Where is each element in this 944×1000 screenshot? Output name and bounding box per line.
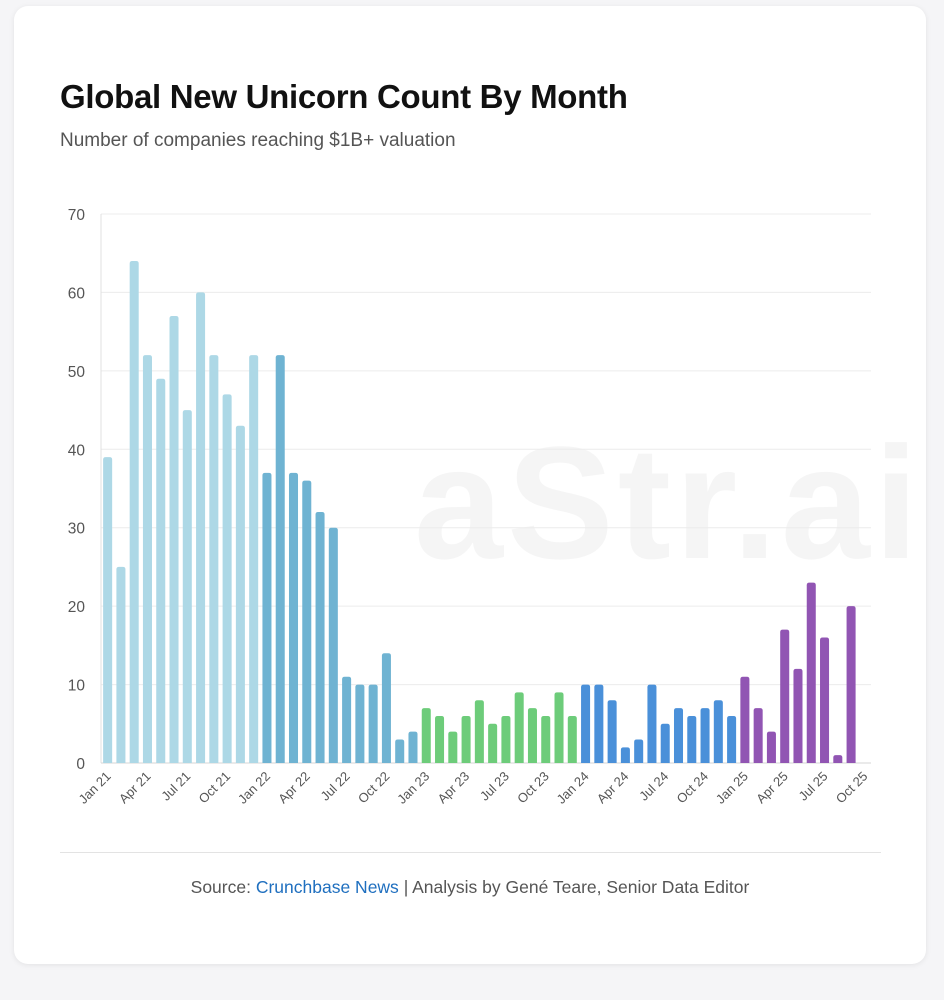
x-tick-label: Apr 23 [435, 769, 473, 807]
bar-jun-21[interactable] [169, 315, 179, 763]
x-tick-label: Jul 21 [158, 769, 193, 804]
bar-mar-23[interactable] [448, 731, 458, 763]
x-tick-label: Jan 24 [553, 769, 591, 807]
x-tick-label: Jan 22 [235, 769, 273, 807]
bar-may-25[interactable] [793, 668, 803, 763]
y-tick-label: 60 [68, 285, 86, 302]
bar-dec-23[interactable] [567, 715, 577, 763]
y-tick-label: 0 [76, 756, 85, 773]
bar-feb-22[interactable] [275, 355, 285, 763]
bar-sep-25[interactable] [846, 606, 856, 763]
y-tick-label: 50 [68, 364, 86, 381]
footer-divider [60, 852, 881, 853]
source-prefix: Source: [190, 877, 251, 897]
bar-jan-23[interactable] [421, 708, 431, 763]
y-tick-label: 30 [68, 521, 86, 538]
x-tick-label: Jul 24 [636, 769, 671, 804]
bar-may-24[interactable] [634, 739, 644, 763]
bar-feb-24[interactable] [594, 684, 604, 763]
bar-sep-23[interactable] [527, 708, 537, 763]
x-tick-label: Jul 23 [477, 769, 512, 804]
bar-jul-21[interactable] [182, 410, 192, 763]
bar-aug-22[interactable] [355, 684, 365, 763]
bar-sep-22[interactable] [368, 684, 378, 763]
bar-nov-23[interactable] [554, 692, 564, 763]
y-tick-label: 10 [68, 678, 86, 695]
bar-apr-21[interactable] [142, 355, 152, 763]
x-tick-label: Jul 22 [318, 769, 353, 804]
bar-dec-24[interactable] [727, 715, 737, 763]
source-suffix: | Analysis by Gené Teare, Senior Data Ed… [403, 877, 750, 897]
bar-apr-24[interactable] [620, 747, 630, 763]
x-tick-label: Apr 21 [116, 769, 154, 807]
source-link[interactable]: Crunchbase News [255, 877, 399, 897]
bar-may-21[interactable] [156, 378, 166, 763]
bar-nov-21[interactable] [235, 425, 245, 763]
bar-jul-24[interactable] [660, 723, 670, 763]
bar-aug-24[interactable] [673, 708, 684, 763]
bar-dec-21[interactable] [249, 355, 259, 763]
bar-jan-24[interactable] [581, 684, 591, 763]
x-tick-label: Apr 25 [753, 769, 791, 807]
y-tick-label: 40 [68, 442, 86, 459]
bar-jun-24[interactable] [647, 684, 657, 763]
bar-jun-22[interactable] [328, 527, 338, 763]
y-tick-label: 70 [68, 207, 86, 224]
y-tick-label: 20 [68, 599, 86, 616]
bar-mar-24[interactable] [607, 700, 617, 763]
bar-apr-25[interactable] [780, 629, 790, 763]
x-tick-label: Oct 25 [833, 769, 871, 807]
chart-subtitle: Number of companies reaching $1B+ valuat… [60, 130, 456, 151]
bar-apr-23[interactable] [461, 715, 471, 763]
x-tick-label: Jan 25 [713, 769, 751, 807]
bar-apr-22[interactable] [302, 480, 312, 763]
bar-jul-25[interactable] [820, 637, 830, 763]
bar-feb-25[interactable] [753, 708, 763, 763]
bar-mar-25[interactable] [766, 731, 776, 763]
x-tick-label: Jan 21 [76, 769, 114, 807]
bar-jul-22[interactable] [342, 676, 352, 763]
bar-aug-23[interactable] [514, 692, 524, 763]
bar-jun-23[interactable] [488, 723, 498, 763]
bar-may-22[interactable] [315, 512, 325, 763]
x-tick-label: Apr 22 [275, 769, 313, 807]
bar-oct-24[interactable] [700, 708, 710, 763]
x-tick-label: Jul 25 [796, 769, 831, 804]
bar-oct-21[interactable] [222, 394, 232, 763]
bar-dec-22[interactable] [408, 731, 418, 763]
bar-oct-22[interactable] [381, 653, 391, 763]
bar-mar-21[interactable] [129, 261, 139, 763]
bar-jun-25[interactable] [806, 582, 816, 763]
x-tick-label: Apr 24 [594, 769, 632, 807]
x-tick-label: Oct 22 [355, 769, 393, 807]
bar-sep-21[interactable] [209, 355, 219, 763]
bar-jan-25[interactable] [740, 676, 750, 763]
x-tick-label: Oct 24 [673, 769, 711, 807]
x-tick-label: Oct 21 [196, 769, 234, 807]
bar-aug-21[interactable] [196, 292, 206, 763]
bar-aug-25[interactable] [833, 755, 843, 763]
bar-jan-22[interactable] [262, 472, 272, 763]
chart-card: aStr.ai Global New Unicorn Count By Mont… [14, 6, 926, 964]
bar-may-23[interactable] [474, 700, 484, 763]
x-tick-label: Oct 23 [514, 769, 552, 807]
bar-nov-24[interactable] [713, 700, 723, 763]
bar-feb-21[interactable] [116, 566, 126, 763]
bar-jul-23[interactable] [501, 715, 511, 763]
x-tick-label: Jan 23 [394, 769, 432, 807]
source-footer: Source: Crunchbase News | Analysis by Ge… [14, 877, 926, 898]
bar-feb-23[interactable] [435, 715, 445, 763]
bar-oct-23[interactable] [541, 715, 551, 763]
bar-mar-22[interactable] [288, 472, 299, 763]
bar-jan-21[interactable] [103, 457, 113, 763]
bar-sep-24[interactable] [687, 715, 697, 763]
chart-title: Global New Unicorn Count By Month [60, 78, 628, 115]
bar-nov-22[interactable] [395, 739, 405, 763]
